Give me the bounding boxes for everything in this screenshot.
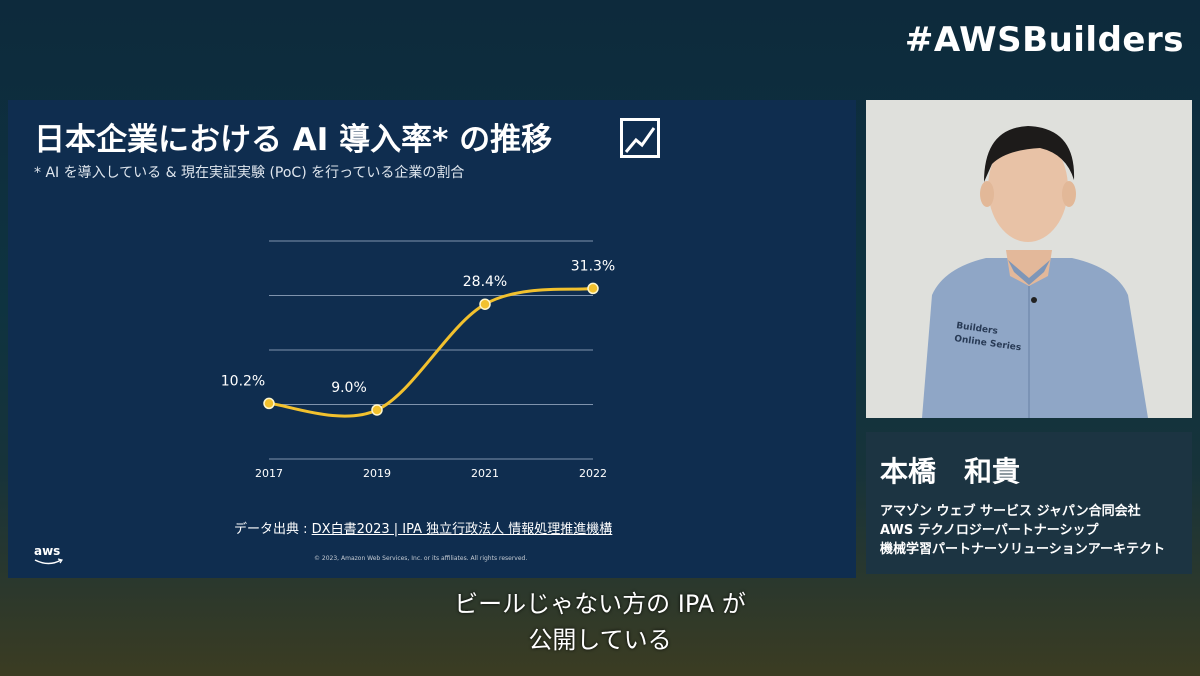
presentation-slide: 日本企業における AI 導入率* の推移 * AI を導入している & 現在実証… — [8, 100, 856, 578]
slide-subtitle: * AI を導入している & 現在実証実験 (PoC) を行っている企業の割合 — [34, 165, 465, 181]
data-source: データ出典 : DX白書2023 | IPA 独立行政法人 情報処理推進機構 — [234, 518, 612, 537]
aws-smile-icon — [34, 558, 63, 565]
source-link[interactable]: DX白書2023 | IPA 独立行政法人 情報処理推進機構 — [311, 522, 613, 537]
speaker-team: AWS テクノロジーパートナーシップ — [880, 523, 1099, 538]
source-prefix: データ出典 : — [234, 522, 312, 537]
speaker-company: アマゾン ウェブ サービス ジャパン合同会社 — [880, 504, 1141, 519]
aws-logo: aws — [34, 544, 61, 558]
copyright-notice: © 2023, Amazon Web Services, Inc. or its… — [314, 555, 528, 562]
x-tick-label: 2022 — [579, 467, 607, 480]
data-point — [263, 397, 275, 410]
series-line — [268, 286, 594, 418]
data-label: 28.4% — [463, 274, 507, 290]
data-label: 9.0% — [331, 380, 367, 396]
speaker-name-card: 本橋 和貴 アマゾン ウェブ サービス ジャパン合同会社 AWS テクノロジーパ… — [866, 432, 1192, 574]
line-chart: 2017 2019 2021 2022 10.2% 9.0% 28.4% 31.3% — [221, 240, 615, 480]
hashtag-label: #AWSBuilders — [904, 20, 1184, 60]
speaker-portrait: Builders Online Series — [866, 100, 1192, 418]
x-tick-label: 2019 — [363, 467, 391, 480]
data-label: 31.3% — [571, 258, 615, 274]
subtitle-line-2: 公開している — [528, 626, 672, 654]
data-point — [587, 282, 599, 295]
trend-chart-icon — [620, 118, 660, 158]
data-label: 10.2% — [221, 373, 265, 389]
x-tick-label: 2021 — [471, 467, 499, 480]
x-tick-label: 2017 — [255, 467, 283, 480]
subtitle-line-1: ビールじゃない方の IPA が — [454, 590, 746, 618]
data-point — [371, 404, 383, 416]
slide-title: 日本企業における AI 導入率* の推移 — [34, 122, 553, 158]
speaker-role: 機械学習パートナーソリューションアーキテクト — [880, 542, 1165, 557]
speaker-name: 本橋 和貴 — [880, 455, 1021, 488]
speaker-video: Builders Online Series — [866, 100, 1192, 418]
data-point — [479, 298, 491, 310]
